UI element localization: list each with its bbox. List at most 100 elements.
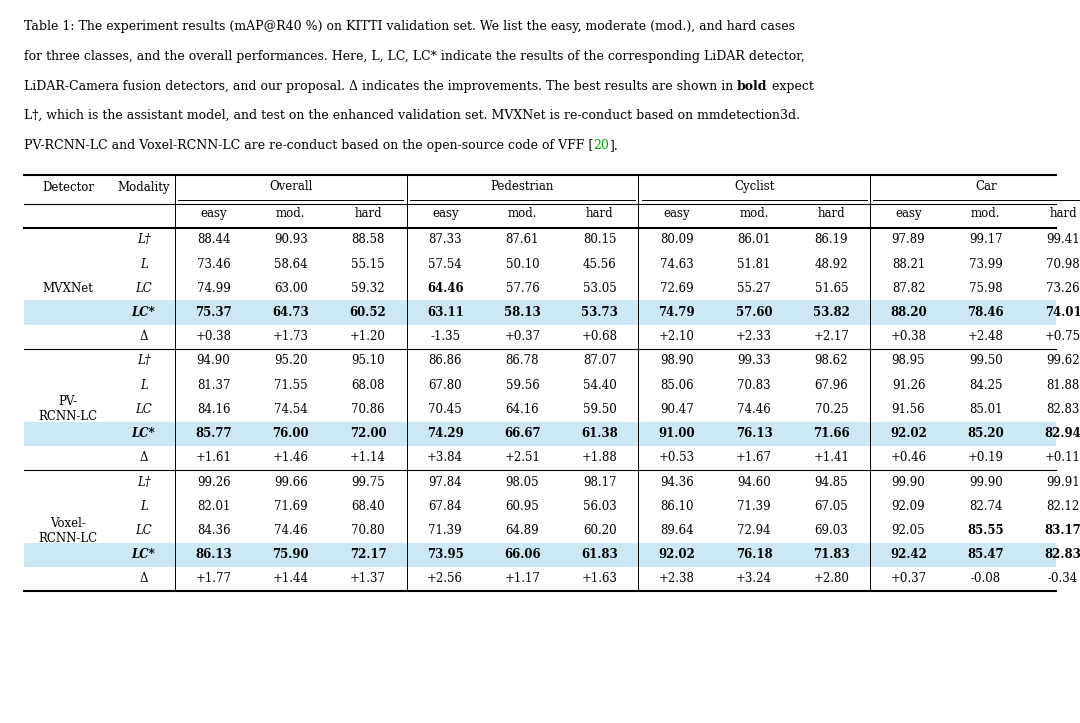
Text: 99.90: 99.90 xyxy=(892,476,926,489)
Text: 99.66: 99.66 xyxy=(274,476,308,489)
Text: 73.26: 73.26 xyxy=(1047,282,1080,295)
Text: +1.77: +1.77 xyxy=(195,573,231,586)
Text: 84.25: 84.25 xyxy=(969,379,1002,392)
Text: +1.67: +1.67 xyxy=(737,451,772,464)
Text: 71.55: 71.55 xyxy=(274,379,308,392)
Text: 95.20: 95.20 xyxy=(274,354,308,367)
Text: 74.79: 74.79 xyxy=(659,306,696,319)
Text: 95.10: 95.10 xyxy=(351,354,384,367)
Text: 88.20: 88.20 xyxy=(890,306,927,319)
Text: L†: L† xyxy=(137,354,150,367)
Bar xyxy=(24,301,1056,325)
Text: +0.75: +0.75 xyxy=(1045,330,1080,343)
Text: 75.90: 75.90 xyxy=(272,548,309,561)
Text: easy: easy xyxy=(432,208,459,220)
Text: 91.00: 91.00 xyxy=(659,427,696,440)
Text: 66.67: 66.67 xyxy=(504,427,541,440)
Text: 94.36: 94.36 xyxy=(660,476,693,489)
Text: 72.00: 72.00 xyxy=(350,427,387,440)
Text: 53.82: 53.82 xyxy=(813,306,850,319)
Text: +0.53: +0.53 xyxy=(659,451,694,464)
Text: 75.98: 75.98 xyxy=(969,282,1002,295)
Text: 97.89: 97.89 xyxy=(892,234,926,247)
Text: 76.13: 76.13 xyxy=(735,427,772,440)
Text: 88.21: 88.21 xyxy=(892,257,926,270)
Text: 20: 20 xyxy=(593,139,609,152)
Text: 78.46: 78.46 xyxy=(968,306,1004,319)
Text: 73.46: 73.46 xyxy=(197,257,230,270)
Text: 67.96: 67.96 xyxy=(814,379,848,392)
Text: 51.81: 51.81 xyxy=(738,257,771,270)
Text: 82.74: 82.74 xyxy=(969,500,1002,513)
Text: 64.89: 64.89 xyxy=(505,524,539,537)
Text: +1.14: +1.14 xyxy=(350,451,386,464)
Text: 85.06: 85.06 xyxy=(660,379,693,392)
Text: +2.38: +2.38 xyxy=(659,573,694,586)
Text: LC*: LC* xyxy=(132,427,156,440)
Text: 73.95: 73.95 xyxy=(427,548,463,561)
Text: +1.41: +1.41 xyxy=(813,451,849,464)
Text: +0.37: +0.37 xyxy=(891,573,927,586)
Text: 80.15: 80.15 xyxy=(583,234,617,247)
Text: easy: easy xyxy=(895,208,922,220)
Text: L: L xyxy=(139,257,148,270)
Text: 56.03: 56.03 xyxy=(583,500,617,513)
Text: Δ: Δ xyxy=(139,330,148,343)
Text: Modality: Modality xyxy=(118,181,170,194)
Text: 94.85: 94.85 xyxy=(814,476,848,489)
Text: L: L xyxy=(139,500,148,513)
Text: 71.39: 71.39 xyxy=(738,500,771,513)
Text: 70.45: 70.45 xyxy=(429,403,462,416)
Text: Voxel-
RCNN-LC: Voxel- RCNN-LC xyxy=(39,516,97,544)
Text: +0.37: +0.37 xyxy=(504,330,540,343)
Text: 64.46: 64.46 xyxy=(427,282,463,295)
Text: -0.34: -0.34 xyxy=(1048,573,1078,586)
Text: 53.05: 53.05 xyxy=(583,282,617,295)
Text: 80.09: 80.09 xyxy=(660,234,693,247)
Text: Δ: Δ xyxy=(139,451,148,464)
Text: 63.00: 63.00 xyxy=(274,282,308,295)
Text: 97.84: 97.84 xyxy=(429,476,462,489)
Text: 82.01: 82.01 xyxy=(197,500,230,513)
Text: 50.10: 50.10 xyxy=(505,257,539,270)
Text: 70.86: 70.86 xyxy=(351,403,384,416)
Text: +1.88: +1.88 xyxy=(582,451,618,464)
Text: 99.62: 99.62 xyxy=(1047,354,1080,367)
Text: 58.64: 58.64 xyxy=(274,257,308,270)
Text: 55.15: 55.15 xyxy=(351,257,384,270)
Text: 86.78: 86.78 xyxy=(505,354,539,367)
Text: 66.06: 66.06 xyxy=(504,548,541,561)
Text: 74.54: 74.54 xyxy=(274,403,308,416)
Text: 87.07: 87.07 xyxy=(583,354,617,367)
Text: 85.77: 85.77 xyxy=(195,427,232,440)
Text: mod.: mod. xyxy=(276,208,306,220)
Text: 88.58: 88.58 xyxy=(351,234,384,247)
Text: 87.82: 87.82 xyxy=(892,282,926,295)
Text: PV-
RCNN-LC: PV- RCNN-LC xyxy=(39,395,97,424)
Text: 72.69: 72.69 xyxy=(660,282,693,295)
Text: 67.84: 67.84 xyxy=(429,500,462,513)
Text: L†, which is the assistant model, and test on the enhanced validation set. MVXNe: L†, which is the assistant model, and te… xyxy=(24,109,800,122)
Text: 73.99: 73.99 xyxy=(969,257,1002,270)
Text: 86.86: 86.86 xyxy=(429,354,462,367)
Text: 68.08: 68.08 xyxy=(351,379,384,392)
Text: 98.90: 98.90 xyxy=(660,354,693,367)
Text: 61.83: 61.83 xyxy=(581,548,618,561)
Text: +3.24: +3.24 xyxy=(737,573,772,586)
Text: 91.26: 91.26 xyxy=(892,379,926,392)
Text: LC*: LC* xyxy=(132,306,156,319)
Text: LC: LC xyxy=(135,524,152,537)
Text: LiDAR-Camera fusion detectors, and our proposal. Δ indicates the improvements. T: LiDAR-Camera fusion detectors, and our p… xyxy=(24,80,737,93)
Text: -0.08: -0.08 xyxy=(971,573,1001,586)
Text: 87.33: 87.33 xyxy=(429,234,462,247)
Text: Δ: Δ xyxy=(139,573,148,586)
Text: 60.20: 60.20 xyxy=(583,524,617,537)
Text: +2.48: +2.48 xyxy=(968,330,1003,343)
Text: +2.80: +2.80 xyxy=(813,573,849,586)
Text: Pedestrian: Pedestrian xyxy=(490,180,554,193)
Text: 92.02: 92.02 xyxy=(659,548,696,561)
Text: PV-RCNN-LC and Voxel-RCNN-LC are re-conduct based on the open-source code of VFF: PV-RCNN-LC and Voxel-RCNN-LC are re-cond… xyxy=(24,139,593,152)
Text: +2.56: +2.56 xyxy=(428,573,463,586)
Text: 60.95: 60.95 xyxy=(505,500,539,513)
Text: 58.13: 58.13 xyxy=(504,306,541,319)
